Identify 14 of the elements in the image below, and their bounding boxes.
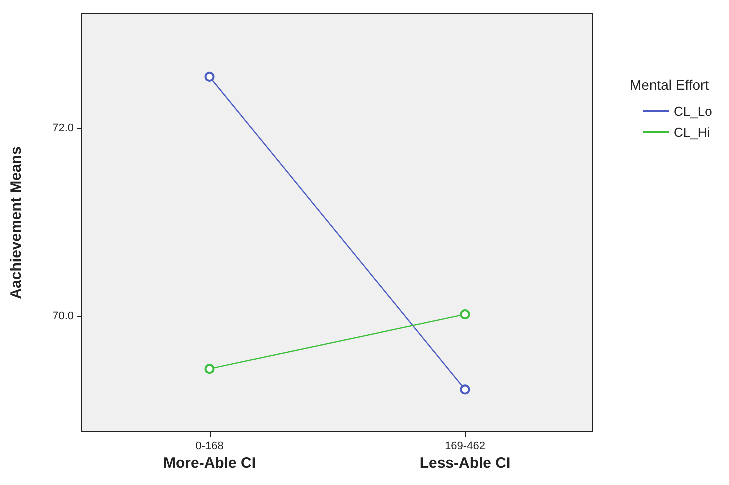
text: More-Able CI <box>163 455 256 472</box>
y-tick-label: 70.0 <box>52 310 74 322</box>
text: Less-Able CI <box>420 455 511 472</box>
y-axis-title: Aachievement Means <box>8 146 25 300</box>
point <box>460 384 470 395</box>
x-tick-label: 0-168 <box>196 440 224 452</box>
legend-label: CL_Hi <box>674 125 710 140</box>
point <box>204 364 215 374</box>
point <box>204 72 215 82</box>
legend-label: CL_Lo <box>674 104 712 119</box>
legend-title: Mental Effort <box>630 77 710 93</box>
x-tick-label: 169-462 <box>445 440 486 452</box>
point <box>460 310 470 320</box>
y-tick-label: 72.0 <box>52 122 74 135</box>
